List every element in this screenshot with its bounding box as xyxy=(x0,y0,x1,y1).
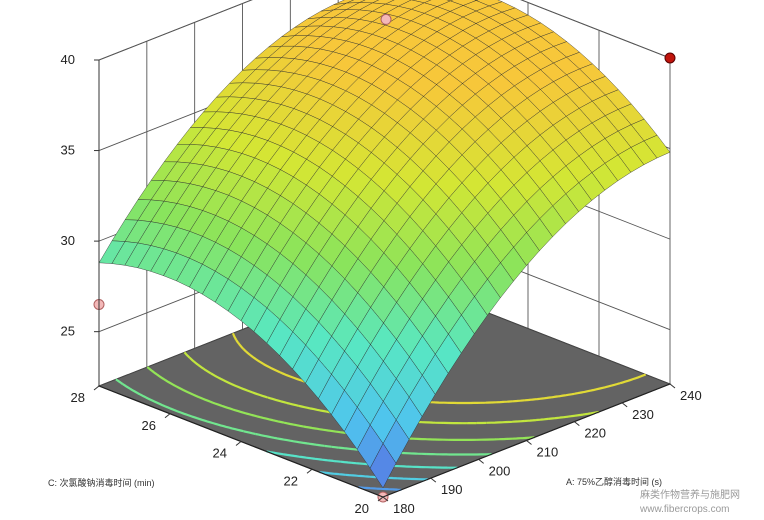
a-tick-label: 230 xyxy=(632,407,654,422)
a-tick-mark xyxy=(669,383,676,389)
back-grid-line xyxy=(98,0,671,61)
a-tick-label: 180 xyxy=(393,501,415,516)
z-tick-label: 40 xyxy=(61,52,75,67)
c-tick-mark xyxy=(377,496,384,502)
c-tick-label: 28 xyxy=(71,390,85,405)
a-tick-mark xyxy=(621,402,628,408)
axes: 25 30 35 40 20 22 24 26 28 180 190 200 210 220 230 240 xyxy=(61,52,702,516)
a-tick-label: 240 xyxy=(680,388,702,403)
design-point xyxy=(380,13,392,25)
a-tick-mark xyxy=(478,458,484,464)
c-tick-label: 22 xyxy=(284,473,298,488)
response-surface xyxy=(98,0,671,489)
c-tick-mark xyxy=(164,413,171,419)
a-tick-label: 220 xyxy=(584,426,606,441)
a-tick-mark xyxy=(526,440,532,445)
z-tick-label: 25 xyxy=(61,324,75,339)
y-axis-label: C: 次氯酸钠消毒时间 (min) xyxy=(48,477,155,488)
surface-patch xyxy=(369,443,397,489)
c-tick-mark xyxy=(306,468,313,474)
a-tick-mark xyxy=(430,477,437,483)
a-tick-mark xyxy=(574,421,580,427)
z-tick-label: 30 xyxy=(61,233,75,248)
z-tick-label: 35 xyxy=(61,143,75,158)
c-tick-label: 26 xyxy=(142,418,156,433)
a-tick-label: 200 xyxy=(489,463,511,478)
a-tick-mark xyxy=(382,496,389,502)
watermark-text-1: 麻类作物营养与施肥网 xyxy=(640,488,740,501)
design-point xyxy=(664,52,676,64)
a-tick-label: 190 xyxy=(441,482,463,497)
a-tick-label: 210 xyxy=(537,445,559,460)
watermark-text-2: www.fibercrops.com xyxy=(639,504,729,515)
c-tick-mark xyxy=(235,441,242,446)
c-tick-label: 20 xyxy=(355,501,369,516)
x-axis-label: A: 75%乙醇消毒时间 (s) xyxy=(566,476,662,487)
c-tick-label: 24 xyxy=(213,446,227,461)
c-tick-mark xyxy=(93,385,100,391)
